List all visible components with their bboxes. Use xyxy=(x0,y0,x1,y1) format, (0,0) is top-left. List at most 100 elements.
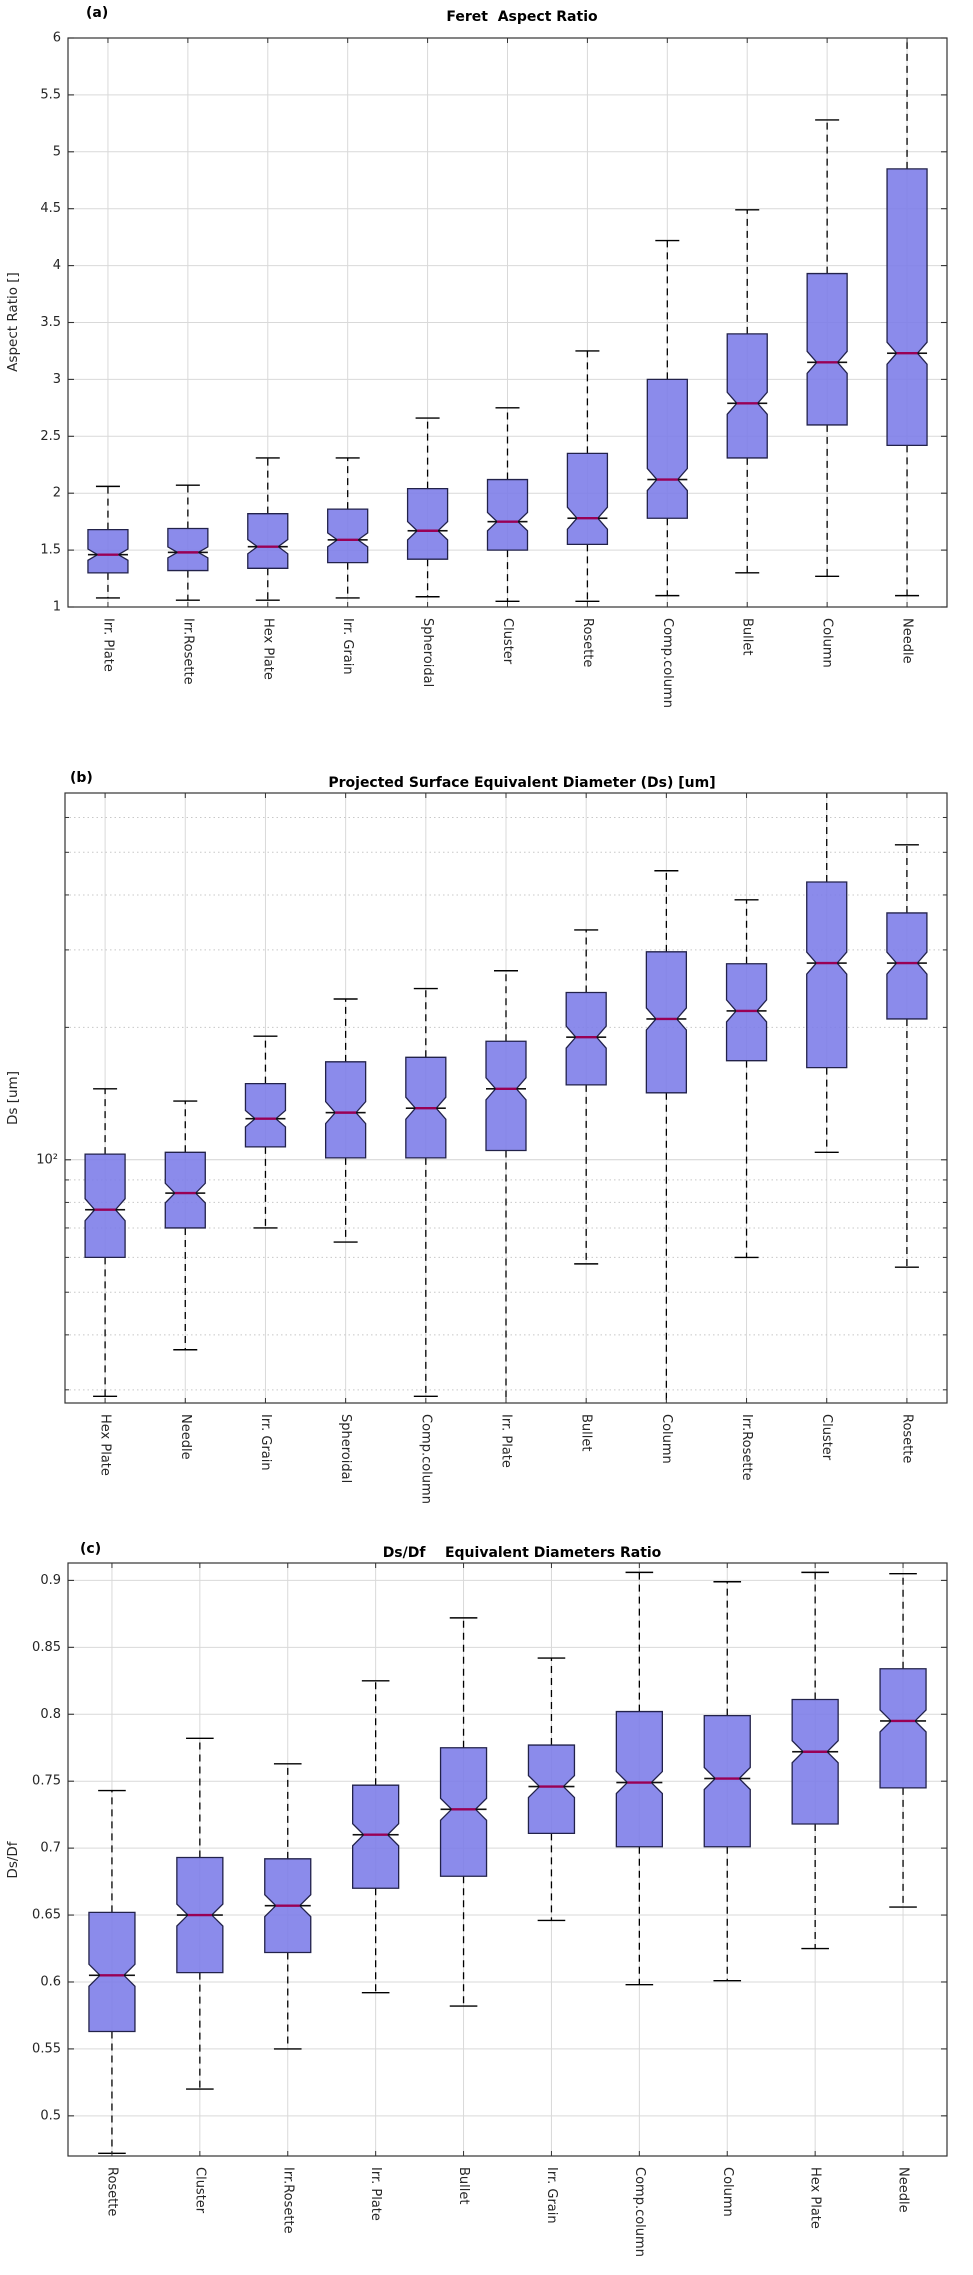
x-tick-label-needle: Needle xyxy=(178,1414,193,1460)
chart-c-title: Ds/Df Equivalent Diameters Ratio xyxy=(383,1545,662,1561)
chart-b-ylabel: Ds [um] xyxy=(5,1071,21,1125)
x-tick-label-irr-rosette: Irr.Rosette xyxy=(280,2167,295,2234)
box-body xyxy=(565,991,607,1086)
x-tick-label-comp-column: Comp.column xyxy=(660,618,675,708)
x-tick-label-column: Column xyxy=(659,1414,674,1464)
box-body xyxy=(645,951,688,1094)
box-cluster xyxy=(486,407,529,603)
horizontal-gridlines xyxy=(68,94,947,551)
box-body xyxy=(615,1710,663,1848)
box-body xyxy=(725,963,768,1062)
chart-a-ylabel: Aspect Ratio [] xyxy=(5,272,21,372)
y-tick-label: 0.85 xyxy=(32,1640,61,1655)
box-irr-grain xyxy=(244,1035,287,1229)
box-body xyxy=(88,1911,136,2033)
y-tick-label: 0.65 xyxy=(32,1908,61,1923)
x-tick-label-needle: Needle xyxy=(900,618,915,664)
box-cluster xyxy=(806,793,848,1154)
box-body xyxy=(486,478,529,551)
box-needle xyxy=(164,1100,206,1351)
y-tick-label: 2.5 xyxy=(40,429,61,444)
panel-label-a: (a) xyxy=(86,5,108,21)
box-needle xyxy=(886,38,928,597)
y-tick-label: 5 xyxy=(53,144,61,159)
box-body xyxy=(806,881,848,1069)
y-tick-label: 1.5 xyxy=(40,543,61,558)
box-hex-plate xyxy=(247,457,289,601)
box-comp-column xyxy=(405,987,447,1397)
y-tick-label: 10² xyxy=(36,1152,58,1167)
y-tick-label: 6 xyxy=(53,31,61,46)
box-body xyxy=(164,1151,206,1229)
y-tick-label: 0.8 xyxy=(40,1707,61,1722)
box-spheroidal xyxy=(324,998,367,1243)
box-body xyxy=(527,1744,576,1835)
box-body xyxy=(646,378,688,519)
box-column xyxy=(645,870,688,1403)
y-tick-label: 0.5 xyxy=(40,2108,61,2123)
box-bullet xyxy=(565,929,607,1265)
x-tick-label-irr-plate: Irr. Plate xyxy=(499,1414,514,1468)
box-hex-plate xyxy=(791,1571,839,1950)
box-body xyxy=(806,272,848,426)
horizontal-gridlines xyxy=(68,1579,947,2117)
box-body xyxy=(327,508,369,564)
chart-layers: 1 1.5 2 2.5 3 3.5 4 4.5 5 5.5 6 Irr. Plate Irr.Roset… xyxy=(32,31,948,2257)
x-tick-label-needle: Needle xyxy=(896,2167,911,2213)
box-body xyxy=(352,1784,400,1889)
x-tick-label-irr-grain: Irr. Grain xyxy=(340,618,355,675)
box-body xyxy=(406,487,449,560)
box-body xyxy=(791,1698,839,1825)
x-tick-label-cluster: Cluster xyxy=(500,618,515,665)
box-irr-rosette xyxy=(725,899,768,1259)
box-body xyxy=(87,528,129,574)
y-tick-labels: 10² xyxy=(36,1152,58,1167)
x-tick-label-hex-plate: Hex Plate xyxy=(808,2167,823,2229)
chart-c-ylabel: Ds/Df xyxy=(5,1840,21,1878)
y-tick-labels: 1 1.5 2 2.5 3 3.5 4 4.5 5 5.5 6 xyxy=(40,31,61,615)
chart-b-title: Projected Surface Equivalent Diameter (D… xyxy=(328,775,715,791)
y-tick-label: 5.5 xyxy=(40,87,61,102)
chart-a: 1 1.5 2 2.5 3 3.5 4 4.5 5 5.5 6 Irr. Plate Irr.Roset… xyxy=(40,31,948,708)
x-tick-label-rosette: Rosette xyxy=(580,618,595,667)
box-irr-plate xyxy=(87,485,129,599)
x-tick-label-hex-plate: Hex Plate xyxy=(98,1414,113,1476)
y-tick-labels: 0.5 0.55 0.6 0.65 0.7 0.75 0.8 0.85 0.9 xyxy=(32,1573,61,2123)
axes-box xyxy=(67,1562,948,2157)
y-tick-label: 0.9 xyxy=(40,1573,61,1588)
box-bullet xyxy=(726,209,768,574)
box-column xyxy=(703,1581,751,1982)
x-tick-labels: Hex Plate Needle Irr. Grain Spheroidal Comp.… xyxy=(98,1414,915,1504)
box-body xyxy=(324,1061,367,1159)
x-tick-label-bullet: Bullet xyxy=(456,2167,471,2204)
box-body xyxy=(566,452,609,546)
y-tick-label: 4.5 xyxy=(40,201,61,216)
box-body xyxy=(886,168,928,447)
x-tick-label-spheroidal: Spheroidal xyxy=(420,618,435,687)
x-tick-label-rosette: Rosette xyxy=(104,2167,119,2216)
box-needle xyxy=(879,1573,927,1908)
x-tick-label-bullet: Bullet xyxy=(740,618,755,655)
box-irr-rosette xyxy=(264,1763,312,2050)
box-rosette xyxy=(886,844,928,1268)
y-tick-label: 0.7 xyxy=(40,1841,61,1856)
chart-a-title: Feret Aspect Ratio xyxy=(446,9,598,25)
chart-b: 10² Hex Plate Needle Irr. Grain Spheroidal Co… xyxy=(36,792,948,1504)
x-tick-label-column: Column xyxy=(820,618,835,668)
box-irr-grain xyxy=(327,457,369,599)
box-rosette xyxy=(566,350,609,603)
y-tick-label: 3.5 xyxy=(40,315,61,330)
x-tick-label-spheroidal: Spheroidal xyxy=(338,1414,353,1483)
chart-c: 0.5 0.55 0.6 0.65 0.7 0.75 0.8 0.85 0.9 Rosette Cl… xyxy=(32,1562,948,2257)
box-spheroidal xyxy=(406,417,449,598)
box-column xyxy=(806,119,848,577)
box-body xyxy=(703,1714,751,1848)
box-irr-plate xyxy=(352,1680,400,1994)
box-rosette xyxy=(88,1789,136,2155)
y-tick-label: 0.55 xyxy=(32,2041,61,2056)
x-tick-label-cluster: Cluster xyxy=(819,1414,834,1461)
y-tick-label: 3 xyxy=(53,372,61,387)
panel-label-c: (c) xyxy=(80,1541,101,1557)
